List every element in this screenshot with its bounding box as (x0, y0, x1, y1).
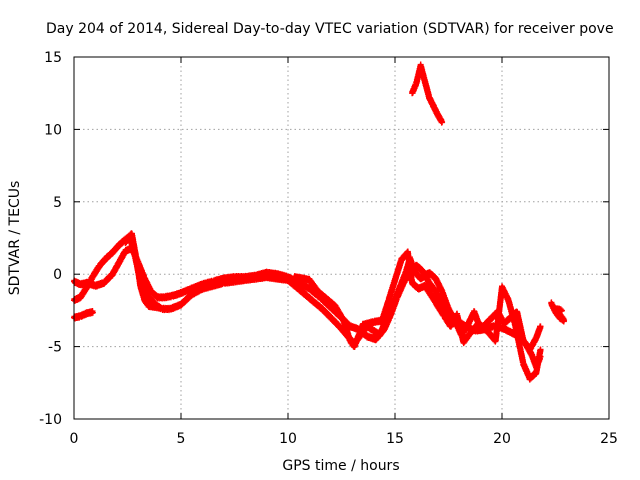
grid-lines (74, 57, 609, 419)
series-track-3 (71, 230, 544, 383)
chart-title: Day 204 of 2014, Sidereal Day-to-day VTE… (46, 21, 614, 37)
series-track-1 (71, 244, 544, 371)
data-points (71, 61, 568, 383)
